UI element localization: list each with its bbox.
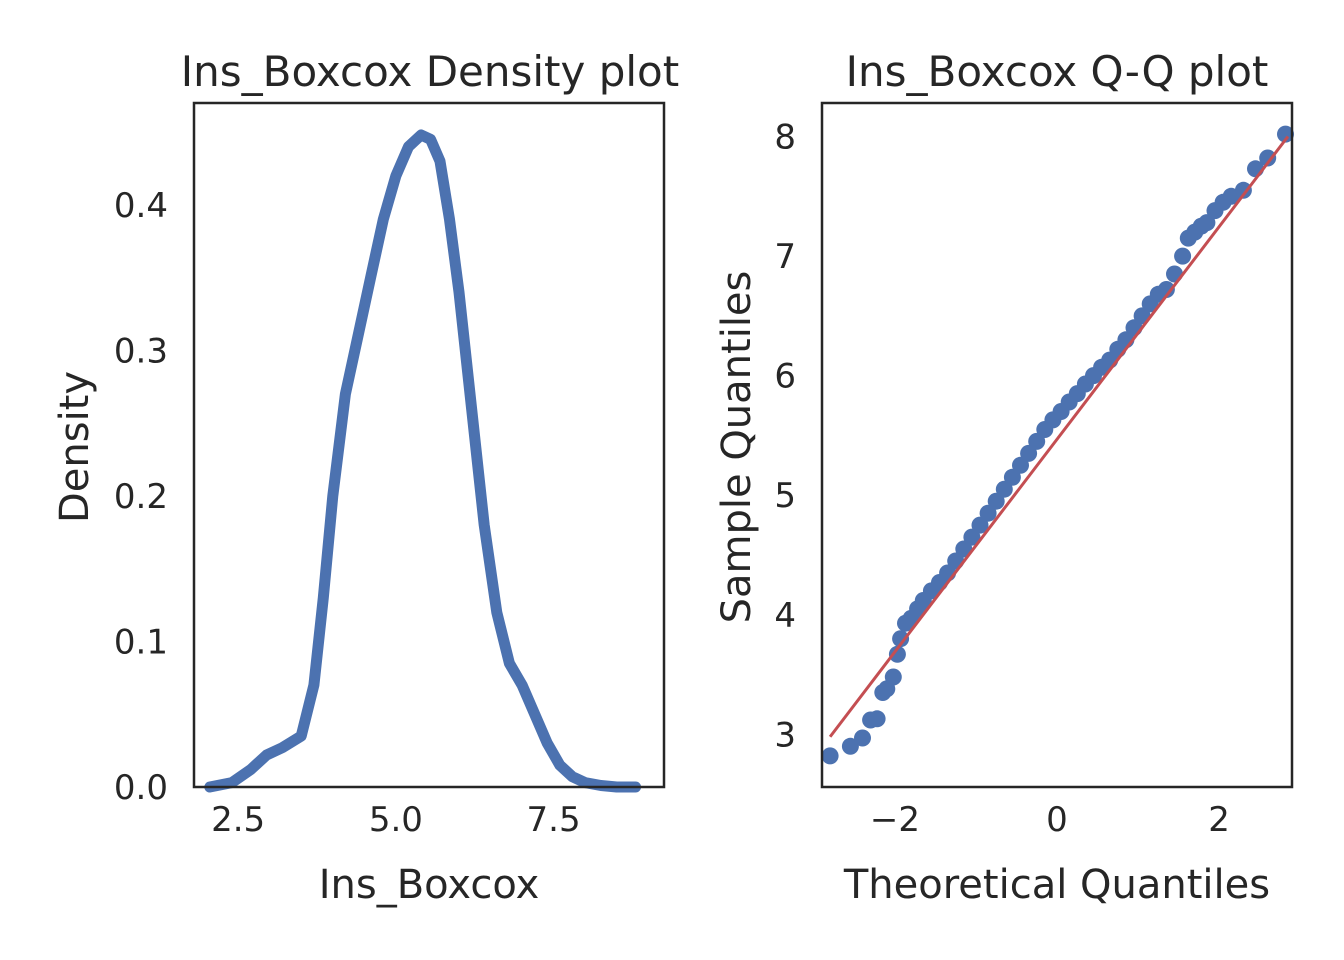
x-tick-label: 0 [1046,800,1068,840]
qq-point [1166,265,1183,283]
qq-panel: Ins_Boxcox Q-Q plot −2 0 2 3 4 5 6 7 8 Theoreti… [714,47,1294,908]
qq-point [1157,281,1175,298]
qq-point [1277,125,1294,143]
density-title: Ins_Boxcox Density plot [181,47,679,96]
qq-point [979,504,997,522]
qq-point [854,729,871,747]
qq-point [1012,456,1029,474]
x-tick-label: −2 [870,800,920,840]
density-y-axis-label: Density [52,371,98,523]
density-x-axis-label: Ins_Boxcox [319,862,540,908]
qq-point [892,630,910,648]
y-tick-label: 3 [774,715,796,755]
qq-point [841,737,859,755]
qq-x-axis-label: Theoretical Quantiles [843,862,1270,908]
y-tick-label: 8 [774,117,796,157]
y-tick-label: 0.1 [114,622,168,662]
qq-axes-frame [820,101,1294,789]
qq-point [1020,444,1038,462]
qq-point [1259,149,1277,167]
qq-point [884,668,902,686]
qq-point [963,528,981,546]
qq-point [955,540,973,558]
x-tick-label: 7.5 [527,800,581,840]
qq-point [1198,214,1216,232]
y-tick-label: 7 [774,237,796,277]
qq-y-axis-label: Sample Quantiles [714,271,760,624]
y-tick-label: 0.4 [114,186,168,226]
qq-point [821,747,839,765]
qq-point [971,516,989,534]
y-tick-label: 0.0 [114,768,168,808]
qq-point [888,645,906,663]
qq-point [995,480,1013,498]
y-tick-label: 4 [774,596,796,636]
x-tick-label: 2.5 [211,800,265,840]
y-tick-label: 6 [774,357,796,397]
y-tick-label: 5 [774,476,796,516]
density-axes-frame [192,101,666,789]
qq-point [1174,247,1192,265]
qq-point [1003,468,1021,486]
qq-point [1234,181,1252,199]
x-tick-label: 2 [1208,800,1230,840]
x-tick-label: 5.0 [369,800,423,840]
y-tick-label: 0.3 [114,331,168,371]
density-panel: Ins_Boxcox Density plot 2.5 5.0 7.5 0.0 0.1… [52,47,679,908]
y-tick-label: 0.2 [114,477,168,517]
qq-reference-line [828,135,1290,738]
qq-point [868,710,886,728]
density-curve [204,129,642,793]
qq-point [1028,432,1046,450]
qq-title: Ins_Boxcox Q-Q plot [846,47,1269,96]
qq-point [987,492,1005,510]
